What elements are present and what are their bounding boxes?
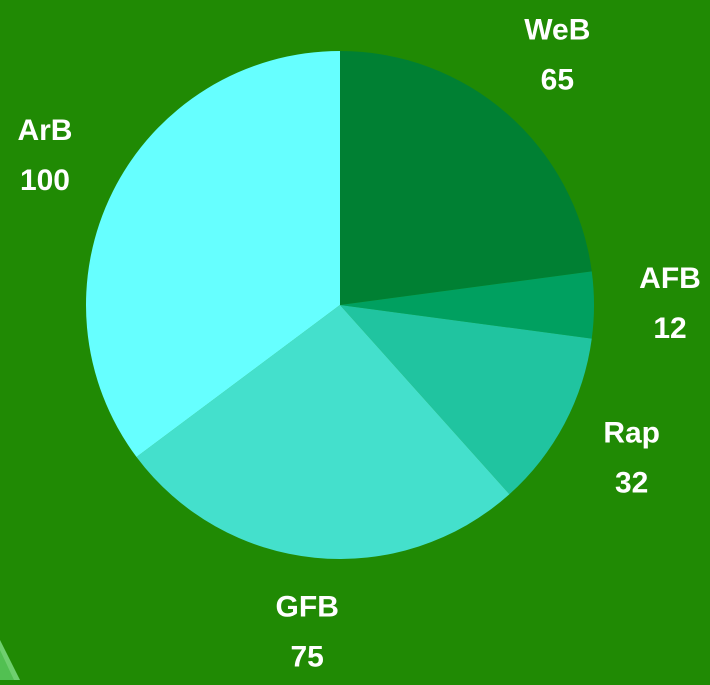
slice-label: AFB — [639, 262, 701, 295]
slice-value: 75 — [291, 640, 324, 673]
slice-value: 100 — [20, 164, 70, 197]
slice-value: 12 — [653, 312, 686, 345]
pie-slice — [136, 305, 510, 559]
slice-label: WeB — [524, 14, 590, 47]
slice-value: 32 — [615, 466, 648, 499]
slice-value: 65 — [541, 64, 574, 97]
pie-slice — [86, 51, 340, 458]
slice-label: Rap — [603, 416, 660, 449]
corner-decoration — [0, 650, 14, 680]
slice-label: ArB — [17, 114, 72, 147]
pie-slice — [340, 305, 592, 495]
pie-slice — [340, 271, 594, 339]
slice-label: GFB — [276, 590, 339, 623]
pie-slice — [340, 51, 592, 305]
